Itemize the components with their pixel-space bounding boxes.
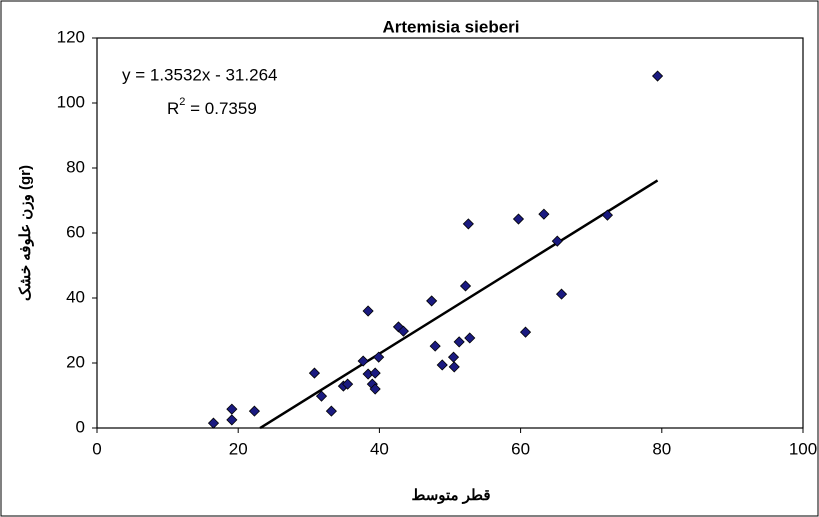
x-tick-label: 100 xyxy=(789,439,817,458)
point xyxy=(226,403,238,415)
y-tick-label: 100 xyxy=(57,92,85,111)
point xyxy=(373,351,385,363)
r-squared-text: R xyxy=(167,99,179,118)
point xyxy=(459,280,472,292)
point xyxy=(464,332,476,344)
y-tick-label: 40 xyxy=(66,287,85,306)
point xyxy=(357,355,369,367)
point xyxy=(248,405,261,417)
trend-equation: y = 1.3532x - 31.264 xyxy=(122,65,277,84)
point xyxy=(325,405,337,417)
point xyxy=(362,305,374,317)
point xyxy=(448,361,460,373)
point xyxy=(226,414,238,426)
r-squared: R2 = 0.7359 xyxy=(167,96,257,119)
point xyxy=(601,209,614,221)
point xyxy=(512,213,525,225)
point xyxy=(342,378,354,390)
r-squared-value: = 0.7359 xyxy=(185,99,256,118)
plot-area xyxy=(96,37,804,429)
x-tick-label: 80 xyxy=(652,439,671,458)
x-tick-label: 60 xyxy=(511,439,530,458)
r-squared-sup: 2 xyxy=(179,96,185,108)
x-tick-label: 40 xyxy=(370,439,389,458)
point xyxy=(651,70,664,82)
point xyxy=(369,383,381,395)
x-tick-label: 0 xyxy=(92,439,101,458)
point xyxy=(429,340,441,352)
x-axis-title: قطر متوسط xyxy=(411,487,490,504)
trendline xyxy=(259,179,659,430)
point xyxy=(462,218,474,230)
point xyxy=(538,208,550,220)
y-tick-label: 60 xyxy=(66,222,85,241)
y-tick-label: 120 xyxy=(57,27,85,46)
point xyxy=(551,235,563,247)
x-tick-label: 20 xyxy=(229,439,248,458)
point xyxy=(369,367,381,379)
point xyxy=(315,390,328,402)
point xyxy=(555,288,568,300)
point xyxy=(308,367,321,379)
point xyxy=(453,336,465,348)
point xyxy=(397,325,409,337)
y-tick-label: 0 xyxy=(76,417,85,436)
point xyxy=(519,326,532,338)
point xyxy=(436,359,448,371)
y-tick-label: 80 xyxy=(66,157,85,176)
y-tick-label: 20 xyxy=(66,352,85,371)
y-axis-title: وزن علوفه خشک (gr) xyxy=(17,165,34,301)
point xyxy=(426,295,438,307)
point xyxy=(207,417,220,429)
chart-title: Artemisia sieberi xyxy=(382,17,519,36)
